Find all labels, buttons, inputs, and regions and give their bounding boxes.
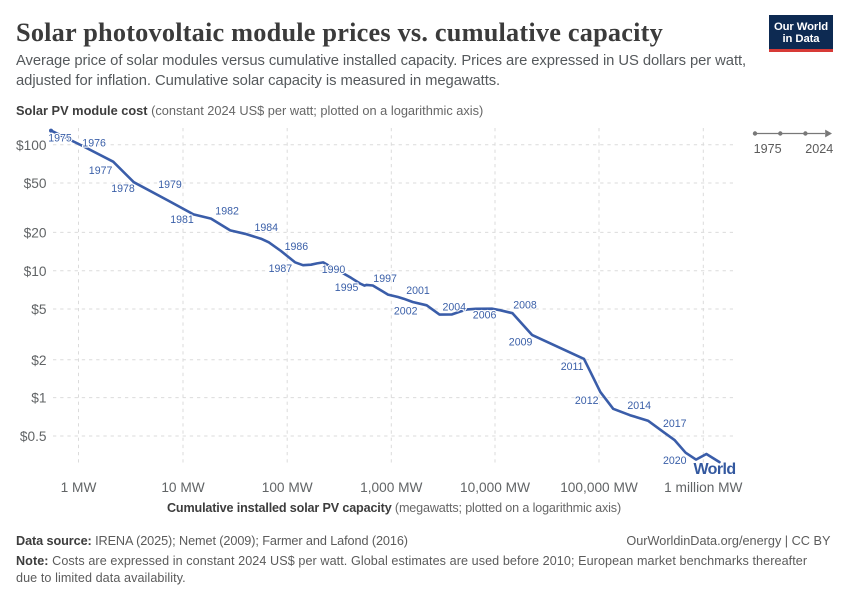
svg-text:100 MW: 100 MW — [262, 480, 313, 495]
svg-text:1979: 1979 — [158, 179, 182, 191]
svg-text:2006: 2006 — [473, 310, 497, 322]
svg-text:1977: 1977 — [89, 165, 113, 177]
svg-text:1 million MW: 1 million MW — [664, 480, 742, 495]
svg-text:2009: 2009 — [509, 337, 533, 349]
svg-text:1982: 1982 — [215, 206, 239, 218]
svg-text:10 MW: 10 MW — [161, 480, 204, 495]
svg-text:1997: 1997 — [373, 273, 397, 285]
svg-text:1,000 MW: 1,000 MW — [360, 480, 422, 495]
svg-text:$50: $50 — [24, 176, 47, 191]
svg-text:2024: 2024 — [805, 142, 833, 156]
svg-text:World: World — [693, 461, 735, 478]
svg-text:$2: $2 — [31, 353, 46, 368]
svg-text:$20: $20 — [24, 225, 47, 240]
svg-text:2004: 2004 — [443, 302, 467, 314]
svg-text:1978: 1978 — [111, 183, 135, 195]
svg-text:2002: 2002 — [394, 305, 418, 317]
svg-text:$100: $100 — [16, 138, 47, 153]
svg-text:1984: 1984 — [255, 222, 279, 234]
svg-text:2014: 2014 — [627, 400, 651, 412]
svg-text:1987: 1987 — [269, 263, 293, 275]
svg-text:1975: 1975 — [754, 142, 782, 156]
svg-text:2017: 2017 — [663, 418, 687, 430]
svg-text:1976: 1976 — [82, 137, 106, 149]
svg-text:$0.5: $0.5 — [20, 429, 47, 444]
svg-text:2001: 2001 — [406, 285, 430, 297]
svg-text:2020: 2020 — [663, 455, 687, 467]
svg-text:1981: 1981 — [170, 214, 194, 226]
svg-text:100,000 MW: 100,000 MW — [560, 480, 638, 495]
svg-text:2008: 2008 — [513, 300, 537, 312]
svg-text:$10: $10 — [24, 264, 47, 279]
svg-text:2011: 2011 — [561, 361, 584, 373]
svg-text:$1: $1 — [31, 391, 46, 406]
svg-text:$5: $5 — [31, 302, 47, 317]
svg-text:1990: 1990 — [322, 264, 346, 276]
svg-text:2012: 2012 — [575, 395, 599, 407]
svg-text:1986: 1986 — [285, 241, 309, 253]
svg-text:10,000 MW: 10,000 MW — [460, 480, 530, 495]
svg-text:1995: 1995 — [335, 282, 359, 294]
svg-text:1975: 1975 — [48, 132, 72, 144]
svg-text:1 MW: 1 MW — [61, 480, 97, 495]
